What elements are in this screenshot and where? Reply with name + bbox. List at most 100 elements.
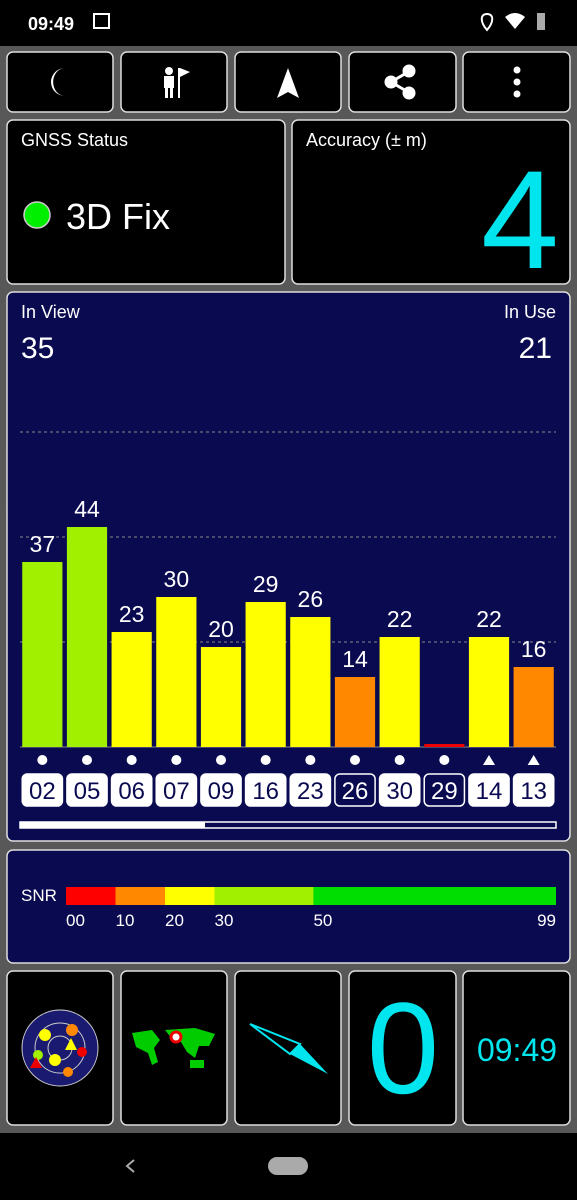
- satellite-label-box: [378, 773, 421, 807]
- satellite-id: 30: [386, 778, 413, 805]
- arrow-icon: [277, 68, 299, 98]
- snr-segment: [164, 887, 215, 905]
- snr-tick-label: 00: [66, 911, 85, 930]
- snr-tick-label: 50: [313, 911, 332, 930]
- satellite-label-box: [66, 773, 108, 807]
- in-view-label: In View: [21, 302, 81, 322]
- bar: [111, 632, 152, 747]
- person-flag-icon: [164, 67, 190, 98]
- menu-icon: [513, 66, 521, 98]
- in-use-label: In Use: [504, 302, 556, 322]
- satellite-id: 05: [74, 778, 101, 805]
- value-label: 29: [253, 571, 279, 597]
- satellite-id: 26: [342, 778, 369, 805]
- bar: [424, 744, 465, 747]
- marker-dot: [260, 755, 271, 765]
- satellite-label-box: [423, 773, 466, 807]
- fix-status: 3D Fix: [66, 196, 170, 237]
- value-label: 22: [476, 606, 502, 632]
- marker-dot: [394, 755, 405, 765]
- clock-tile[interactable]: [462, 970, 571, 1126]
- satellite-id: 13: [520, 778, 547, 805]
- moon-icon: [51, 68, 65, 96]
- satellite-id: 16: [252, 778, 279, 805]
- marker-triangle: [527, 755, 540, 765]
- bar: [66, 527, 108, 747]
- marker-triangle: [483, 755, 495, 765]
- value-label: 37: [30, 531, 56, 557]
- satellite-id: 14: [476, 778, 503, 805]
- snr-segment: [313, 887, 556, 905]
- status-bar: [0, 0, 577, 46]
- bar: [468, 637, 510, 747]
- sky-plot-icon: [21, 1009, 99, 1087]
- home-button[interactable]: [268, 1157, 308, 1175]
- marker-dot: [216, 755, 226, 765]
- value-label: 44: [74, 496, 100, 522]
- satellite-label-box: [155, 773, 198, 807]
- accuracy-panel: [291, 119, 571, 285]
- compass-tile[interactable]: [234, 970, 342, 1126]
- value-label: 30: [164, 566, 190, 592]
- bar: [200, 647, 242, 747]
- satellite-id: 07: [163, 778, 190, 805]
- battery-icon: [537, 13, 545, 30]
- marker-dot: [305, 755, 316, 765]
- satellite-label-box: [512, 773, 555, 807]
- snr-segment: [214, 887, 314, 905]
- marker-dot: [126, 755, 137, 765]
- snr-segment: [66, 887, 116, 905]
- snr-tick-label: 99: [537, 911, 556, 930]
- satellite-label-box: [21, 773, 64, 807]
- satellite-id: 23: [297, 778, 324, 805]
- share-button[interactable]: [348, 51, 457, 113]
- accuracy-title: Accuracy (± m): [306, 130, 427, 150]
- bar: [245, 602, 286, 747]
- scroll-thumb: [20, 822, 205, 828]
- satellite-label-box: [289, 773, 332, 807]
- in-use-count: 21: [519, 332, 552, 365]
- satellite-id: 29: [431, 778, 458, 805]
- location-icon: [480, 12, 494, 32]
- snr-tick-label: 30: [214, 911, 233, 930]
- image-icon: [93, 13, 110, 29]
- satellite-label-box: [468, 773, 510, 807]
- marker-dot: [37, 755, 48, 765]
- in-view-count: 35: [21, 332, 54, 365]
- share-icon: [384, 64, 416, 100]
- accuracy-value: 4: [481, 141, 559, 298]
- gnss-status-panel: [6, 119, 286, 285]
- bar: [379, 637, 420, 747]
- value-label: 16: [521, 636, 547, 662]
- bar: [22, 562, 63, 747]
- snr-label: SNR: [21, 886, 57, 905]
- satellite-label-box: [244, 773, 287, 807]
- value-label: 23: [119, 601, 145, 627]
- satellite-id: 02: [29, 778, 56, 805]
- compass-icon: [249, 1023, 328, 1074]
- toolbar: [6, 51, 571, 113]
- satellite-label-box: [334, 773, 376, 807]
- bar: [334, 677, 376, 747]
- snr-segment: [115, 887, 165, 905]
- back-button[interactable]: [125, 1159, 135, 1173]
- snr-tick-label: 20: [165, 911, 184, 930]
- value-label: 14: [342, 646, 368, 672]
- marker-dot: [171, 755, 182, 765]
- fix-indicator: [23, 201, 51, 229]
- speed-tile[interactable]: [348, 970, 457, 1126]
- wifi-icon: [505, 13, 525, 29]
- satellite-id: 06: [118, 778, 145, 805]
- satellite-label-box: [110, 773, 153, 807]
- bar: [513, 667, 554, 747]
- snr-tick-label: 10: [115, 911, 134, 930]
- marker-dot: [350, 755, 360, 765]
- bar: [156, 597, 197, 747]
- value-label: 20: [208, 616, 234, 642]
- gnss-status-title: GNSS Status: [21, 130, 128, 150]
- speed-value: 0: [367, 975, 439, 1121]
- night-mode-button[interactable]: [6, 51, 114, 113]
- value-label: 26: [298, 586, 324, 612]
